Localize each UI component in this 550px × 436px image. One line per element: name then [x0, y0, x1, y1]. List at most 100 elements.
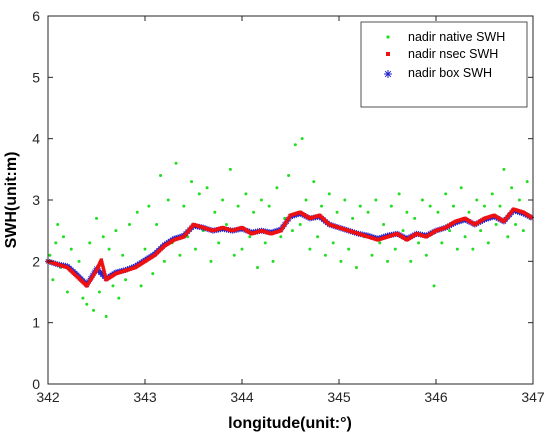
native-point: [323, 253, 327, 257]
native-point: [267, 204, 271, 208]
legend: nadir native SWH nadir nsec SWH nadir bo…: [360, 21, 528, 108]
native-point: [159, 173, 163, 177]
native-point: [486, 241, 490, 245]
native-point: [463, 235, 467, 239]
native-point: [374, 198, 378, 202]
nsec-point: [282, 223, 287, 227]
native-point: [475, 198, 479, 202]
native-point: [378, 241, 382, 245]
nsec-point: [87, 280, 91, 284]
native-point: [354, 265, 358, 269]
native-point: [178, 253, 182, 257]
native-point: [182, 204, 186, 208]
native-point: [174, 161, 178, 165]
native-point: [271, 259, 275, 263]
native-point: [151, 272, 155, 276]
native-point: [490, 192, 494, 196]
native-point: [382, 223, 386, 227]
nsec-point: [283, 221, 288, 225]
native-point: [104, 315, 108, 319]
y-tick-label: 5: [32, 69, 40, 85]
native-point: [224, 223, 228, 227]
native-point: [54, 241, 58, 245]
native-point: [252, 210, 256, 214]
native-point: [81, 296, 85, 300]
native-point: [139, 284, 143, 288]
native-point: [494, 223, 498, 227]
native-point: [240, 247, 244, 251]
nsec-point: [91, 274, 95, 278]
native-point: [107, 247, 111, 251]
native-point: [525, 180, 529, 184]
x-tick-label: 343: [133, 389, 157, 405]
legend-native-label: nadir native SWH: [408, 30, 505, 44]
native-point: [259, 198, 263, 202]
nsec-point: [286, 217, 290, 221]
native-point: [92, 308, 96, 312]
legend-box-label: nadir box SWH: [408, 66, 492, 80]
native-point: [298, 223, 302, 227]
x-axis-label: longitude(unit:°): [228, 415, 352, 432]
nsec-point: [85, 284, 89, 288]
legend-star-glyph: [384, 70, 392, 78]
nsec-point: [93, 270, 97, 275]
native-point: [409, 259, 413, 263]
native-point: [205, 186, 209, 190]
native-point: [65, 290, 69, 294]
native-point: [312, 180, 316, 184]
native-point: [471, 247, 475, 251]
native-point: [308, 247, 312, 251]
native-point: [397, 192, 401, 196]
x-tick-label: 344: [230, 389, 254, 405]
native-point: [424, 253, 428, 257]
native-point: [101, 235, 105, 239]
native-point: [467, 210, 471, 214]
native-point: [193, 247, 197, 251]
native-point: [506, 235, 510, 239]
native-point: [451, 204, 455, 208]
nsec-point: [103, 275, 108, 279]
nsec-point: [285, 219, 289, 223]
native-point: [275, 186, 279, 190]
native-point: [436, 210, 440, 214]
native-point: [279, 235, 283, 239]
nsec-point: [101, 265, 105, 270]
native-point: [401, 229, 405, 233]
native-point: [162, 259, 166, 263]
native-point: [428, 204, 432, 208]
native-point: [51, 278, 55, 282]
native-point: [440, 241, 444, 245]
native-point: [514, 223, 518, 227]
nsec-point: [99, 258, 104, 262]
native-point: [351, 216, 355, 220]
native-point: [95, 216, 98, 220]
native-point: [244, 192, 248, 196]
native-point: [127, 223, 131, 227]
native-point: [386, 259, 389, 263]
nsec-swh-points: [46, 207, 534, 288]
native-point: [248, 235, 252, 239]
native-point: [343, 198, 347, 202]
native-point: [331, 241, 335, 245]
native-point: [300, 137, 304, 141]
native-point: [221, 198, 225, 202]
native-point: [287, 173, 291, 177]
native-point: [366, 210, 370, 214]
native-point: [217, 241, 221, 245]
y-tick-label: 1: [32, 315, 40, 331]
nsec-point: [100, 260, 104, 265]
nsec-point: [88, 278, 93, 282]
native-point: [197, 192, 201, 196]
native-point: [517, 198, 521, 202]
native-point: [155, 223, 159, 227]
native-point: [370, 253, 374, 257]
native-point: [521, 229, 525, 233]
native-point: [263, 241, 267, 245]
star-stroke: [384, 70, 392, 78]
legend-entry-native: nadir native SWH: [386, 30, 505, 44]
native-point: [283, 216, 287, 220]
native-point: [114, 229, 118, 233]
native-point: [347, 247, 351, 251]
native-point: [236, 204, 240, 208]
